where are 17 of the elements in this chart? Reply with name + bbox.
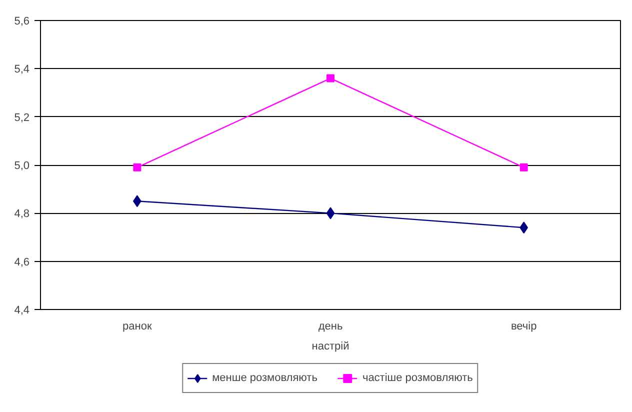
y-tick-label: 4,8 — [14, 208, 30, 220]
y-tick-label: 4,6 — [14, 256, 30, 268]
point — [520, 163, 528, 172]
legend-label: частіше розмовляють — [362, 372, 473, 384]
y-tick-label: 5,0 — [14, 160, 30, 172]
point — [326, 207, 335, 220]
y-tick-label: 4,4 — [14, 304, 30, 316]
x-tick-label: день — [318, 320, 343, 332]
point — [326, 74, 334, 82]
x-axis-title: настрій — [312, 340, 350, 352]
y-tick-label: 5,6 — [14, 16, 30, 28]
y-tick-label: 5,4 — [14, 64, 30, 76]
x-tick-label: ранок — [122, 320, 152, 332]
point — [133, 163, 142, 172]
x-tick-label: вечір — [510, 320, 537, 332]
y-tick-label: 5,2 — [14, 112, 30, 124]
legend-label: менше розмовляють — [212, 372, 318, 384]
